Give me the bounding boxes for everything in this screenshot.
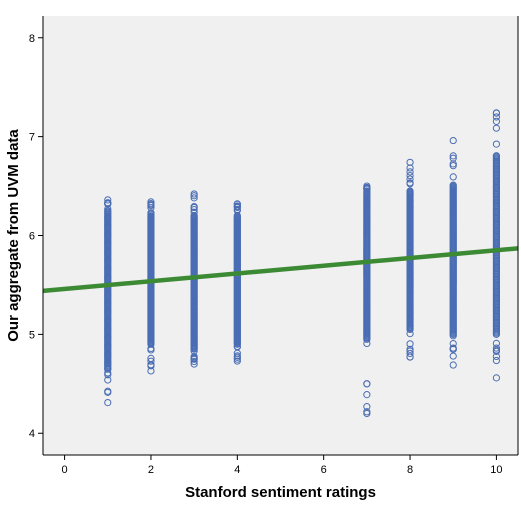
data-point	[190, 355, 198, 363]
data-point	[190, 206, 198, 214]
data-point	[492, 109, 501, 117]
data-point	[492, 339, 501, 347]
x-tick-label: 6	[321, 464, 327, 476]
y-tick-label: 5	[29, 329, 35, 341]
data-point	[190, 352, 198, 361]
y-tick-label: 6	[29, 231, 35, 243]
data-point	[492, 124, 501, 132]
data-point	[104, 196, 112, 204]
data-point	[449, 173, 457, 181]
x-tick-label: 10	[490, 464, 502, 476]
data-point	[233, 200, 241, 208]
data-point	[104, 369, 112, 377]
data-point	[233, 352, 241, 360]
data-point	[104, 371, 112, 379]
data-point	[363, 187, 371, 195]
data-point	[147, 344, 155, 353]
data-point	[233, 357, 241, 365]
data-point	[363, 182, 371, 190]
y-tick-label: 7	[29, 132, 35, 144]
data-point	[492, 152, 501, 160]
x-tick-label: 4	[234, 464, 240, 476]
x-tick-label: 0	[62, 464, 68, 476]
plot-area	[43, 16, 518, 455]
x-axis-title: Stanford sentiment ratings	[185, 484, 376, 501]
data-point	[104, 199, 112, 207]
x-tick-label: 2	[148, 464, 154, 476]
data-point	[363, 339, 371, 348]
data-point	[104, 207, 112, 215]
data-point	[233, 343, 241, 351]
data-point	[449, 152, 457, 160]
data-point	[406, 164, 414, 172]
data-point	[406, 179, 414, 187]
data-point	[104, 399, 112, 407]
data-point	[492, 374, 501, 382]
data-point	[406, 168, 414, 176]
data-point	[449, 332, 457, 340]
data-point	[190, 194, 198, 202]
data-point	[406, 171, 414, 180]
y-axis-title: Our aggregate from UVM data	[5, 129, 22, 342]
data-point	[104, 365, 112, 373]
data-point	[147, 210, 155, 218]
data-point	[233, 203, 241, 212]
data-point	[363, 391, 371, 399]
data-point	[449, 160, 457, 168]
data-point	[190, 208, 198, 216]
data-point	[406, 330, 414, 338]
data-point	[406, 353, 414, 361]
data-point	[449, 345, 457, 353]
data-point	[449, 352, 457, 360]
data-point	[406, 175, 414, 183]
data-point	[190, 203, 198, 212]
data-point	[147, 367, 155, 375]
data-point	[104, 376, 112, 384]
data-points	[104, 109, 501, 418]
data-point	[190, 357, 198, 366]
fit-line	[42, 246, 519, 294]
data-point	[363, 380, 371, 388]
data-point	[449, 181, 457, 189]
data-point	[406, 349, 414, 358]
data-point	[233, 355, 241, 363]
x-tick-label: 8	[407, 464, 413, 476]
data-point	[449, 136, 457, 145]
data-point	[492, 117, 501, 125]
data-point	[406, 158, 414, 166]
axes: 0 2 4 6 8 10 4 5 6 7 8	[29, 16, 519, 476]
data-point	[147, 202, 155, 210]
data-point	[492, 113, 501, 121]
data-point	[449, 361, 457, 369]
fit-line-layer	[42, 246, 519, 294]
data-point	[363, 403, 371, 411]
y-tick-label: 8	[29, 33, 35, 45]
data-point	[492, 352, 501, 361]
data-point	[190, 360, 198, 368]
data-point	[363, 185, 371, 193]
y-tick-label: 4	[29, 428, 35, 440]
data-point	[492, 140, 501, 148]
data-point	[492, 344, 501, 352]
data-point	[363, 409, 371, 418]
data-point	[147, 354, 155, 362]
data-point	[104, 387, 112, 395]
data-point	[147, 357, 155, 365]
data-point	[147, 198, 155, 206]
data-point	[492, 356, 501, 365]
data-point	[190, 190, 198, 198]
data-point	[233, 205, 241, 213]
data-point	[406, 340, 414, 348]
data-point	[406, 187, 414, 195]
